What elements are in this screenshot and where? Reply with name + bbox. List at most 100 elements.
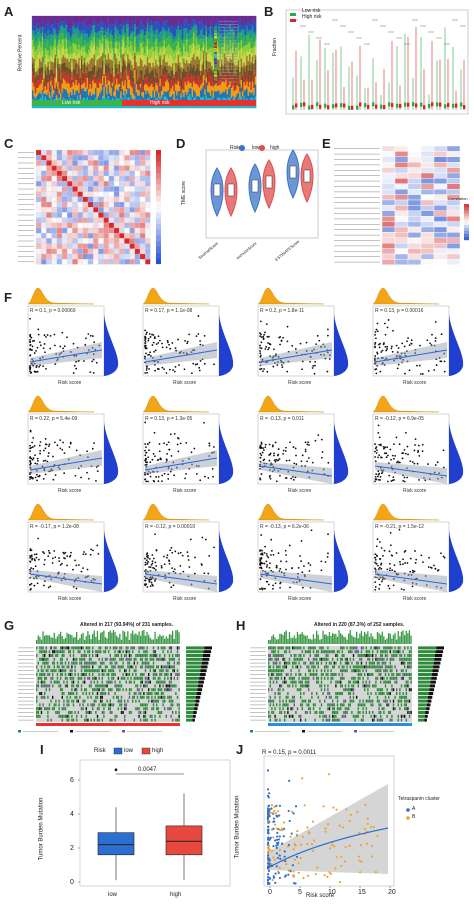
panel-g-mutation-cell <box>36 673 38 676</box>
panel-c-cell <box>56 160 63 166</box>
panel-a-bar-segment <box>85 42 87 53</box>
panel-g-mutation-cell <box>133 680 135 684</box>
panel-a-bar-segment <box>198 48 201 60</box>
panel-a-bar-segment <box>179 30 181 38</box>
panel-a-bar-segment <box>167 65 170 73</box>
panel-a-bar-segment <box>244 89 247 102</box>
panel-g-mutation-cell <box>63 646 65 650</box>
panel-g-mutation-cell <box>66 676 68 680</box>
panel-c-cell <box>87 175 94 182</box>
panel-a-bar-segment <box>156 55 159 65</box>
panel-a-bar-segment <box>57 24 59 36</box>
panel-f-point <box>314 364 316 367</box>
panel-g-mutation-cell <box>128 661 131 665</box>
panel-f-point <box>264 348 267 350</box>
panel-f-point <box>69 442 72 445</box>
panel-a-bar-segment <box>235 48 237 58</box>
panel-e-cell <box>381 259 396 266</box>
panel-a-bar-segment <box>229 20 232 25</box>
panel-a-bar-segment <box>97 39 100 48</box>
panel-a-bar-segment <box>149 16 152 22</box>
panel-a-bar-segment <box>90 30 93 37</box>
panel-g-mutation-cell <box>92 665 94 669</box>
panel-f-point <box>172 369 174 371</box>
panel-a-bar-segment <box>88 71 90 82</box>
panel-a-bar-segment <box>151 70 153 79</box>
panel-g-mutation-cell <box>127 665 129 669</box>
panel-e-cell <box>394 183 409 190</box>
panel-g-mutation-cell <box>125 673 127 676</box>
panel-c-cell <box>51 238 57 244</box>
panel-f-point <box>32 457 35 460</box>
panel-a-bar-segment <box>141 29 143 36</box>
panel-f-right-density <box>334 530 349 592</box>
panel-a-bar-segment <box>76 22 79 28</box>
panel-g-mutation-cell <box>85 688 87 692</box>
panel-a-bar-segment <box>225 54 227 58</box>
panel-f-point <box>151 458 154 461</box>
panel-c-cell <box>41 217 47 223</box>
panel-c-cell <box>113 248 120 255</box>
panel-a-bar-segment <box>163 40 166 48</box>
panel-f-point <box>304 448 307 451</box>
panel-f-point <box>37 328 40 331</box>
panel-a-bar-segment <box>67 58 69 67</box>
panel-a-bar-segment <box>75 60 78 64</box>
panel-f-point <box>259 456 262 459</box>
panel-b-box <box>439 102 442 107</box>
panel-c-cell <box>35 243 42 249</box>
panel-c-cell <box>93 165 99 171</box>
panel-c-cell <box>145 170 151 177</box>
panel-g-mutation-cell <box>173 669 175 673</box>
panel-a-bar-segment <box>163 54 166 66</box>
panel-a-bar-segment <box>230 60 233 69</box>
panel-a-bar-segment <box>200 70 202 76</box>
panel-e-cell <box>446 151 461 157</box>
panel-g-top-bar <box>92 633 94 644</box>
panel-a-bar-segment <box>81 71 83 86</box>
panel-a-bar-segment <box>183 16 185 22</box>
panel-c-cell <box>61 170 68 177</box>
panel-g-mutation-cell <box>172 684 174 688</box>
panel-c-colorbar-step <box>156 155 161 162</box>
panel-c-cell <box>46 259 52 265</box>
panel-a-bar-segment <box>181 71 184 80</box>
panel-e-cell <box>433 178 448 185</box>
panel-f-right-density <box>104 422 119 484</box>
panel-a-bar-segment <box>79 60 82 69</box>
panel-a-bar-segment <box>39 92 41 100</box>
panel-f-point <box>43 552 45 555</box>
panel-f-point <box>163 368 165 371</box>
panel-a-bar-segment <box>92 80 94 95</box>
panel-f-point <box>267 583 270 586</box>
panel-g-mutation-cell <box>120 646 123 650</box>
panel-a-bar-segment <box>65 76 68 84</box>
panel-g-mutation-cell <box>95 688 97 692</box>
panel-f-point <box>403 476 406 479</box>
panel-a-bar-segment <box>240 30 243 33</box>
panel-g-mutation-cell <box>50 654 52 657</box>
panel-a-bar-segment <box>181 92 184 101</box>
panel-g-mutation-cell <box>149 657 151 661</box>
panel-a-bar-segment <box>244 55 247 66</box>
panel-f-point <box>303 565 305 568</box>
panel-g-mutation-cell <box>119 680 121 684</box>
panel-c-cell <box>46 201 52 208</box>
panel-g-top-bar <box>68 634 70 644</box>
panel-a-bar-segment <box>200 30 202 39</box>
panel-e-cell <box>407 183 422 190</box>
panel-a-bar-segment <box>223 71 226 83</box>
panel-a-bar-segment <box>249 65 251 76</box>
panel-g-top-bar <box>71 635 73 644</box>
panel-f-point <box>404 431 407 434</box>
panel-a-bar-segment <box>55 46 58 57</box>
panel-g-mutation-cell <box>119 669 121 673</box>
panel-f-point <box>281 364 283 366</box>
panel-g-mutation-cell <box>42 661 44 665</box>
panel-a-bar-segment <box>81 46 83 52</box>
panel-g-mutation-cell <box>68 692 70 695</box>
panel-a-bar-segment <box>144 16 146 27</box>
panel-c-cell <box>35 149 42 156</box>
panel-f-point <box>80 570 83 573</box>
panel-a-bar-segment <box>239 87 241 93</box>
